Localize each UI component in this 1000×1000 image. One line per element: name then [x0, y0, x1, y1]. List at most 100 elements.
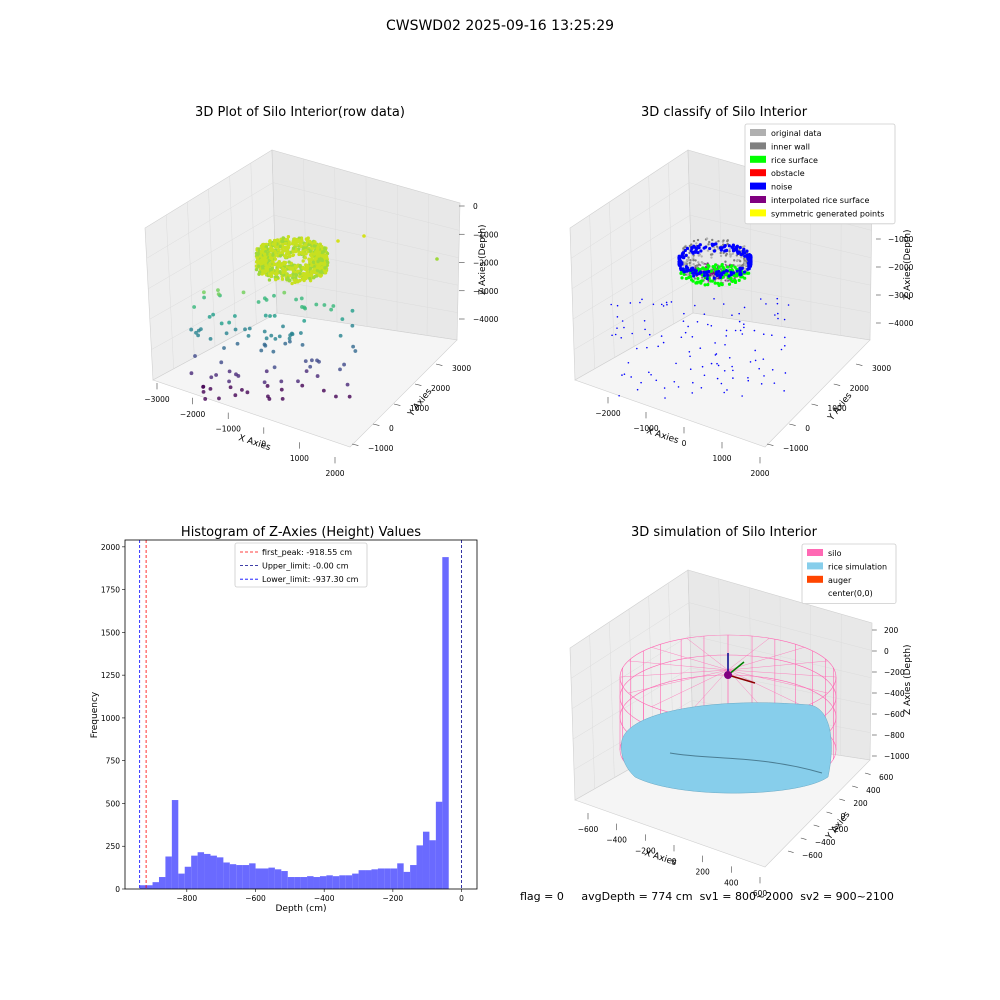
raw-point [268, 256, 273, 260]
noise-point [716, 362, 718, 365]
y-tick-label: 600 [879, 773, 894, 782]
histogram-bar [339, 875, 346, 889]
y-tick-mark [839, 798, 846, 801]
raw-point [268, 267, 273, 272]
noise-point [749, 361, 752, 363]
noise-point [697, 246, 701, 250]
simulation-3d-plot: 3D simulation of Silo Interior −600−400−… [569, 525, 913, 898]
simulation-legend-label: center(0,0) [828, 589, 873, 598]
raw-point [306, 273, 311, 277]
rice-surface-point [717, 265, 721, 269]
raw-point [267, 278, 272, 282]
raw-point [283, 341, 288, 346]
noise-point [694, 304, 696, 307]
grid-line [250, 162, 257, 325]
raw-point [272, 365, 277, 370]
raw-point [219, 360, 224, 365]
raw-point [304, 276, 308, 281]
wall-point [740, 255, 743, 259]
simulation-legend-label: auger [828, 576, 852, 585]
noise-point [652, 303, 655, 306]
z-tick-label: 200 [884, 626, 899, 635]
grid-line [589, 214, 595, 369]
wall-point [744, 263, 747, 266]
raw-point [261, 269, 265, 273]
noise-point [648, 371, 650, 374]
raw-point [315, 274, 319, 278]
raw-point [193, 354, 197, 358]
x-tick-label: 200 [696, 868, 711, 877]
noise-point [665, 301, 668, 304]
wall-point [688, 244, 692, 248]
classify-legend-swatch [750, 142, 766, 150]
raw-point [203, 397, 208, 401]
raw-point [289, 331, 294, 336]
raw-point [277, 262, 282, 266]
wall-point [719, 268, 723, 271]
noise-point [627, 361, 630, 364]
z-tick-label: −400 [884, 689, 905, 698]
noise-point [774, 314, 776, 316]
raw-point [281, 324, 285, 329]
y-tick-mark [372, 423, 380, 426]
noise-point [690, 246, 694, 250]
wall-point [692, 262, 695, 266]
raw-point [296, 379, 300, 384]
raw-point [308, 364, 313, 369]
raw-point [350, 308, 355, 313]
raw-point [297, 247, 301, 251]
raw-point [293, 264, 298, 268]
raw-point [217, 396, 221, 401]
sv1-value: sv1 = 800~2000 [699, 890, 794, 903]
silo-roof [727, 647, 805, 671]
y-tick-mark [852, 785, 858, 788]
wall-point [707, 243, 710, 246]
x-tick-label: 400 [724, 878, 739, 887]
raw-point [362, 234, 366, 238]
noise-point [616, 327, 618, 329]
raw-point [275, 245, 280, 249]
grid-line [148, 214, 275, 290]
raw-point [281, 245, 286, 249]
interpolated-point [708, 272, 711, 275]
raw-point [262, 380, 267, 385]
classify-3d-plot: 3D classify of Silo Interior −2000 −1000 0… [569, 105, 914, 478]
noise-point [719, 272, 723, 276]
y-tick-label: −1000 [783, 444, 809, 453]
y-tick-label: 0 [805, 424, 810, 433]
raw-point [287, 278, 292, 283]
silo-roof [628, 669, 729, 694]
raw-point [336, 239, 340, 243]
noise-point [685, 246, 690, 250]
z-tick-label: −600 [884, 710, 905, 719]
raw-point [312, 252, 316, 256]
raw-point [303, 359, 308, 364]
raw-point [265, 384, 270, 388]
histogram-bar [178, 873, 185, 889]
wall-point [709, 253, 713, 256]
noise-point [747, 379, 750, 382]
y-tick-mark [864, 772, 871, 775]
raw-point [228, 385, 233, 390]
noise-point [688, 350, 691, 353]
simulation-legend-swatch [807, 575, 823, 583]
raw-point [268, 239, 272, 244]
raw-point [270, 249, 275, 253]
interpolated-point [699, 264, 702, 267]
noise-point [731, 271, 736, 275]
histogram-bar [307, 876, 314, 889]
raw-point [323, 266, 327, 270]
z-tick-label: −3000 [888, 291, 914, 300]
raw-point [267, 272, 272, 276]
wall-point [719, 254, 723, 258]
raw-point [296, 280, 300, 284]
raw-point [304, 237, 309, 241]
noise-point [738, 320, 741, 323]
rice-surface-point [710, 279, 714, 283]
raw-point [261, 248, 265, 252]
noise-point [691, 271, 695, 275]
noise-point [765, 303, 767, 305]
raw-point [216, 292, 221, 297]
sv2-value: sv2 = 900~2100 [800, 890, 894, 903]
raw-point [271, 349, 276, 354]
